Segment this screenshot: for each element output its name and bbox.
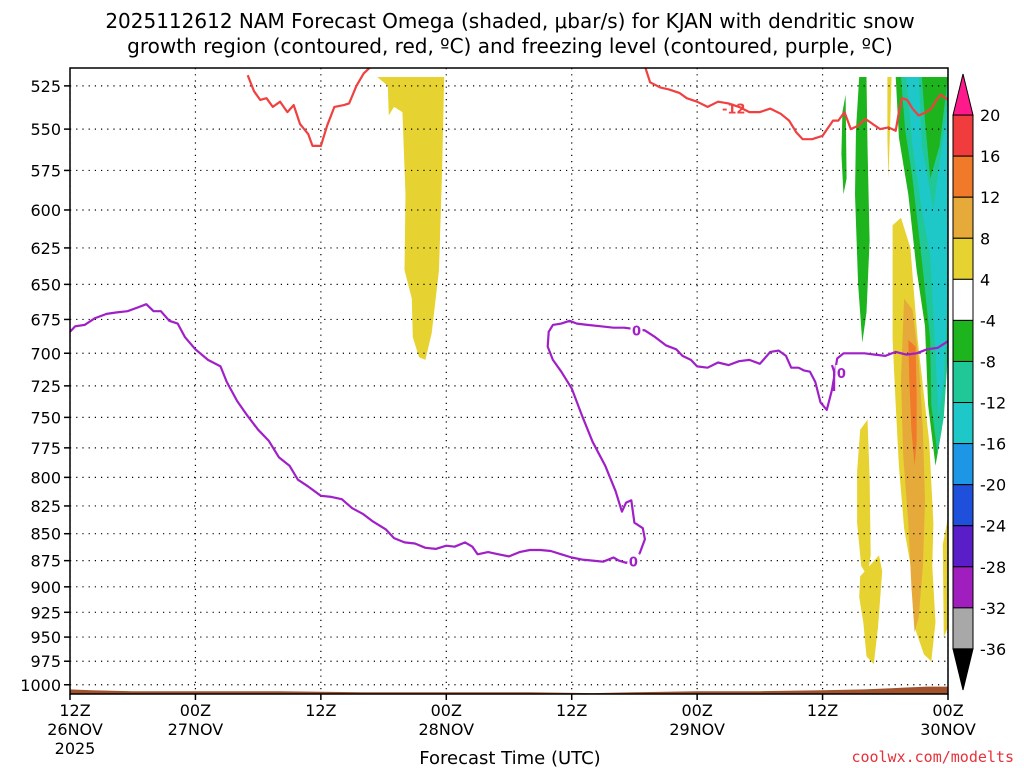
y-tick-label-875: 875: [30, 552, 61, 571]
freezing-label-bg-2: [835, 364, 848, 379]
omega-shade-0: [377, 77, 445, 360]
x-tick-label-36-0: 00Z: [431, 701, 462, 720]
y-tick-label-950: 950: [30, 628, 61, 647]
omega-shade-7: [942, 517, 948, 638]
omega-shade-3: [908, 339, 917, 466]
omega-shade-9: [841, 94, 847, 195]
x-tick-label-24-0: 12Z: [305, 701, 336, 720]
x-tick-label-0-1: 26NOV: [47, 720, 103, 739]
y-tick-label-600: 600: [30, 201, 61, 220]
y-tick-label-750: 750: [30, 408, 61, 427]
colorbar-label-5: -4: [980, 311, 996, 330]
colorbar-label-2: 12: [980, 188, 1000, 207]
colorbar-label-8: -16: [980, 435, 1006, 454]
x-tick-label-60-0: 00Z: [681, 701, 712, 720]
colorbar-label-10: -24: [980, 517, 1006, 536]
y-tick-label-550: 550: [30, 120, 61, 139]
colorbar-label-9: -20: [980, 476, 1006, 495]
colorbar-swatch-3: [952, 196, 974, 239]
y-tick-label-675: 675: [30, 310, 61, 329]
y-tick-label-975: 975: [30, 652, 61, 671]
dgz-contour-line-1: [644, 68, 948, 141]
terrain-fill: [70, 686, 948, 694]
chart-title-line2: growth region (contoured, red, ºC) and f…: [127, 34, 893, 58]
x-tick-label-60-1: 29NOV: [669, 720, 725, 739]
x-tick-label-84-1: 30NOV: [920, 720, 976, 739]
omega-shade-2: [901, 298, 925, 633]
omega-shade-12: [906, 77, 948, 418]
x-tick-label-72-0: 12Z: [807, 701, 838, 720]
colorbar-swatch-6: [952, 319, 974, 362]
colorbar-swatch-7: [952, 360, 974, 404]
x-tick-label-0-2: 2025: [55, 739, 96, 758]
colorbar-swatch-2: [952, 155, 974, 198]
y-tick-label-825: 825: [30, 497, 61, 516]
colorbar-label-3: 8: [980, 229, 990, 248]
colorbar-label-12: -32: [980, 599, 1006, 618]
colorbar-label-0: 20: [980, 106, 1000, 125]
colorbar-swatch-13: [952, 607, 974, 650]
colorbar-swatch-9: [952, 443, 974, 486]
colorbar-label-7: -12: [980, 394, 1006, 413]
y-tick-label-800: 800: [30, 468, 61, 487]
colorbar-swatch-12: [952, 566, 974, 609]
dgz-contour-label: -12: [722, 103, 746, 118]
freezing-label-bg-1: [627, 553, 640, 568]
y-tick-label-575: 575: [30, 161, 61, 180]
colorbar-swatch-4: [952, 237, 974, 280]
y-tick-label-625: 625: [30, 239, 61, 258]
x-tick-label-36-1: 28NOV: [418, 720, 474, 739]
omega-shade-4: [857, 419, 871, 577]
colorbar-swatch-1: [952, 114, 974, 157]
colorbar-label-11: -28: [980, 558, 1006, 577]
y-tick-label-700: 700: [30, 344, 61, 363]
y-tick-label-525: 525: [30, 77, 61, 96]
colorbar-swatch-5: [952, 278, 974, 321]
y-tick-label-900: 900: [30, 578, 61, 597]
colorbar-swatch-14: [952, 648, 974, 691]
credit-text: coolwx.com/modelts: [851, 748, 1014, 766]
y-tick-label-650: 650: [30, 275, 61, 294]
colorbar-swatch-11: [952, 525, 974, 568]
omega-shade-5: [859, 555, 883, 665]
colorbar-label-4: 4: [980, 270, 990, 289]
x-axis-label: Forecast Time (UTC): [419, 748, 600, 768]
freezing-contour-label-1: 0: [629, 556, 638, 571]
plot-frame: [69, 67, 949, 695]
freezing-contour-label-0: 0: [632, 324, 641, 339]
y-tick-label-725: 725: [30, 377, 61, 396]
freezing-label-bg-0: [630, 322, 643, 337]
x-tick-label-12-0: 00Z: [180, 701, 211, 720]
y-tick-label-925: 925: [30, 603, 61, 622]
y-tick-label-775: 775: [30, 439, 61, 458]
x-tick-label-84-0: 00Z: [932, 701, 963, 720]
dgz-contour-line-0: [246, 68, 372, 147]
freezing-contour-line-1: [830, 364, 836, 391]
colorbar-label-13: -36: [980, 640, 1006, 659]
colorbar-swatch-10: [952, 484, 974, 527]
omega-shade-8: [855, 77, 870, 343]
x-tick-label-0-0: 12Z: [59, 701, 90, 720]
plot-area: -12 0 0 0: [70, 68, 948, 694]
colorbar-swatch-8: [952, 402, 974, 445]
x-tick-label-48-0: 12Z: [556, 701, 587, 720]
y-tick-label-850: 850: [30, 525, 61, 544]
x-tick-label-12-1: 27NOV: [168, 720, 224, 739]
colorbar-label-6: -8: [980, 352, 996, 371]
y-tick-label-1000: 1000: [20, 676, 61, 695]
freezing-contour-label-2: 0: [837, 367, 846, 382]
colorbar-label-1: 16: [980, 147, 1000, 166]
colorbar-swatch-0: [952, 73, 974, 116]
freezing-contour-line-0: [70, 303, 948, 564]
chart-title-line1: 2025112612 NAM Forecast Omega (shaded, μ…: [105, 9, 914, 33]
